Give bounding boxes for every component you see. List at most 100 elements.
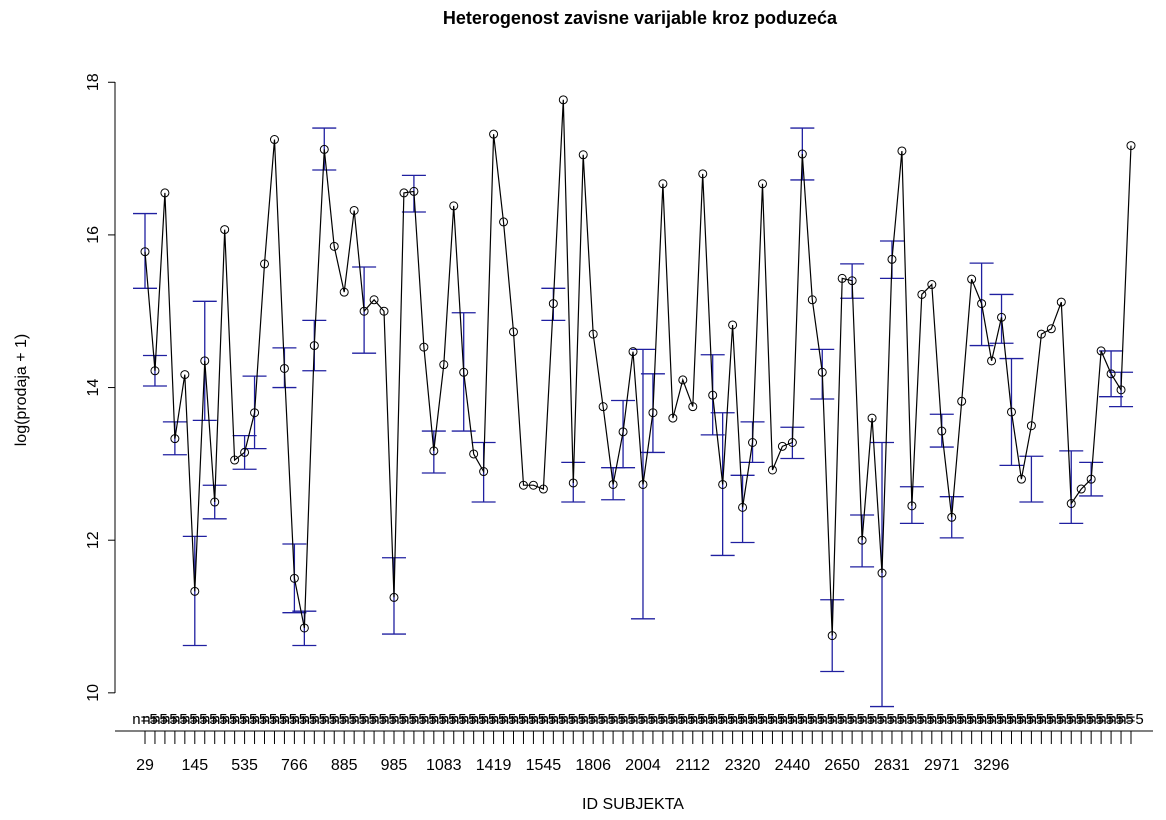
point [449, 201, 459, 211]
x-tick-label: 1545 [526, 757, 562, 774]
y-tick-label: 10 [85, 684, 102, 702]
x-tick-label: 1806 [575, 757, 611, 774]
x-tick-label: 2650 [824, 757, 860, 774]
point [578, 150, 588, 160]
n-label: n=5 [1009, 711, 1034, 728]
x-tick-label: 1083 [426, 757, 462, 774]
n-label: n=5 [790, 711, 815, 728]
error-bar [133, 212, 157, 289]
point [917, 289, 927, 299]
point [1086, 474, 1096, 484]
n-label: n=5 [172, 711, 197, 728]
point [648, 408, 658, 418]
n-label: n=5 [760, 711, 785, 728]
point [618, 427, 628, 437]
point [210, 497, 220, 507]
point [588, 329, 598, 339]
point [688, 402, 698, 412]
point [708, 390, 718, 400]
point [767, 465, 777, 475]
n-label: n=5 [640, 711, 665, 728]
n-label: n=5 [780, 711, 805, 728]
y-tick-label: 14 [85, 379, 102, 397]
point [738, 502, 748, 512]
n-label: n=5 [909, 711, 934, 728]
point [459, 367, 469, 377]
point [1016, 474, 1026, 484]
point [897, 146, 907, 156]
n-label: n=5 [212, 711, 237, 728]
x-tick-label: 766 [281, 757, 308, 774]
n-label: n=5 [331, 711, 356, 728]
n-label: n=5 [1019, 711, 1044, 728]
point [698, 169, 708, 179]
point [538, 484, 548, 494]
point [170, 434, 180, 444]
n-label: n=5 [969, 711, 994, 728]
n-label: n=5 [899, 711, 924, 728]
x-tick-label: 2440 [775, 757, 811, 774]
point [997, 312, 1007, 322]
n-label: n=5 [570, 711, 595, 728]
n-label: n=5 [610, 711, 635, 728]
n-label: n=5 [1098, 711, 1123, 728]
point [1076, 484, 1086, 494]
point [499, 217, 509, 227]
chart-title: Heterogenost zavisne varijable kroz podu… [443, 8, 838, 28]
n-label: n=5 [879, 711, 904, 728]
point [718, 479, 728, 489]
point [628, 347, 638, 357]
n-label: n=5 [162, 711, 187, 728]
y-tick-label: 16 [85, 226, 102, 244]
n-label: n=5 [381, 711, 406, 728]
n-label: n=5 [142, 711, 167, 728]
point [369, 295, 379, 305]
n-label: n=5 [670, 711, 695, 728]
point [1066, 499, 1076, 509]
n-label: n=5 [650, 711, 675, 728]
n-label: n=5 [630, 711, 655, 728]
point [847, 276, 857, 286]
n-label: n=5 [999, 711, 1024, 728]
n-label: n=5 [371, 711, 396, 728]
point [399, 188, 409, 198]
n-label: n=5 [829, 711, 854, 728]
n-label: n=5 [600, 711, 625, 728]
point [190, 586, 200, 596]
error-bar [730, 474, 755, 544]
n-label: n=5 [800, 711, 825, 728]
n-label: n=5 [919, 711, 944, 728]
point [160, 188, 170, 198]
point [379, 306, 389, 316]
n-label: n=5 [501, 711, 526, 728]
n-label: n=5 [511, 711, 536, 728]
error-bar [870, 441, 895, 708]
point [150, 366, 160, 376]
y-tick-label: 12 [85, 531, 102, 549]
n-label: n=5 [531, 711, 556, 728]
point [329, 241, 339, 251]
point [837, 273, 847, 283]
n-label: n=5 [590, 711, 615, 728]
n-label: n=5 [411, 711, 436, 728]
point [479, 467, 489, 477]
point [389, 592, 399, 602]
point [409, 186, 419, 196]
n-label: n=5 [491, 711, 516, 728]
point [568, 478, 578, 488]
x-tick-label: 885 [331, 757, 358, 774]
n-label: n=5 [451, 711, 476, 728]
x-tick-label: 2320 [725, 757, 761, 774]
error-bar [312, 127, 337, 171]
n-label: n=5 [401, 711, 426, 728]
x-tick-label: 2971 [924, 757, 960, 774]
n-label: n=5 [1039, 711, 1064, 728]
n-label: n=5 [341, 711, 366, 728]
point [678, 375, 688, 385]
n-label: n=5 [730, 711, 755, 728]
n-label: n=5 [272, 711, 297, 728]
n-label: n=5 [421, 711, 446, 728]
n-label: n=5 [292, 711, 317, 728]
n-label: n=5 [361, 711, 386, 728]
